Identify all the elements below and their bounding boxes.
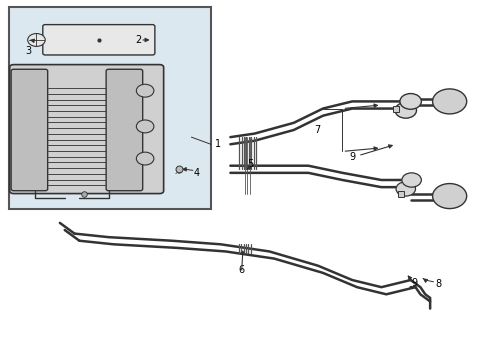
Text: 7: 7 (314, 125, 320, 135)
Text: 1: 1 (215, 139, 221, 149)
FancyBboxPatch shape (11, 69, 48, 191)
Circle shape (136, 120, 154, 133)
Circle shape (136, 152, 154, 165)
Circle shape (28, 33, 45, 46)
Text: 3: 3 (25, 46, 31, 57)
Text: 4: 4 (193, 168, 199, 178)
Circle shape (433, 184, 466, 208)
Circle shape (433, 89, 466, 114)
Circle shape (396, 182, 416, 196)
FancyBboxPatch shape (10, 64, 164, 194)
Circle shape (395, 103, 416, 118)
Text: 5: 5 (247, 159, 253, 169)
Circle shape (136, 84, 154, 97)
Bar (9, 7, 211, 208)
Circle shape (402, 173, 421, 187)
FancyBboxPatch shape (106, 69, 143, 191)
Text: 8: 8 (435, 279, 441, 289)
Text: 2: 2 (135, 35, 142, 45)
Text: 6: 6 (239, 265, 245, 275)
FancyBboxPatch shape (43, 24, 155, 55)
Circle shape (400, 94, 421, 109)
Text: 9: 9 (349, 152, 355, 162)
Text: 9: 9 (412, 278, 418, 288)
